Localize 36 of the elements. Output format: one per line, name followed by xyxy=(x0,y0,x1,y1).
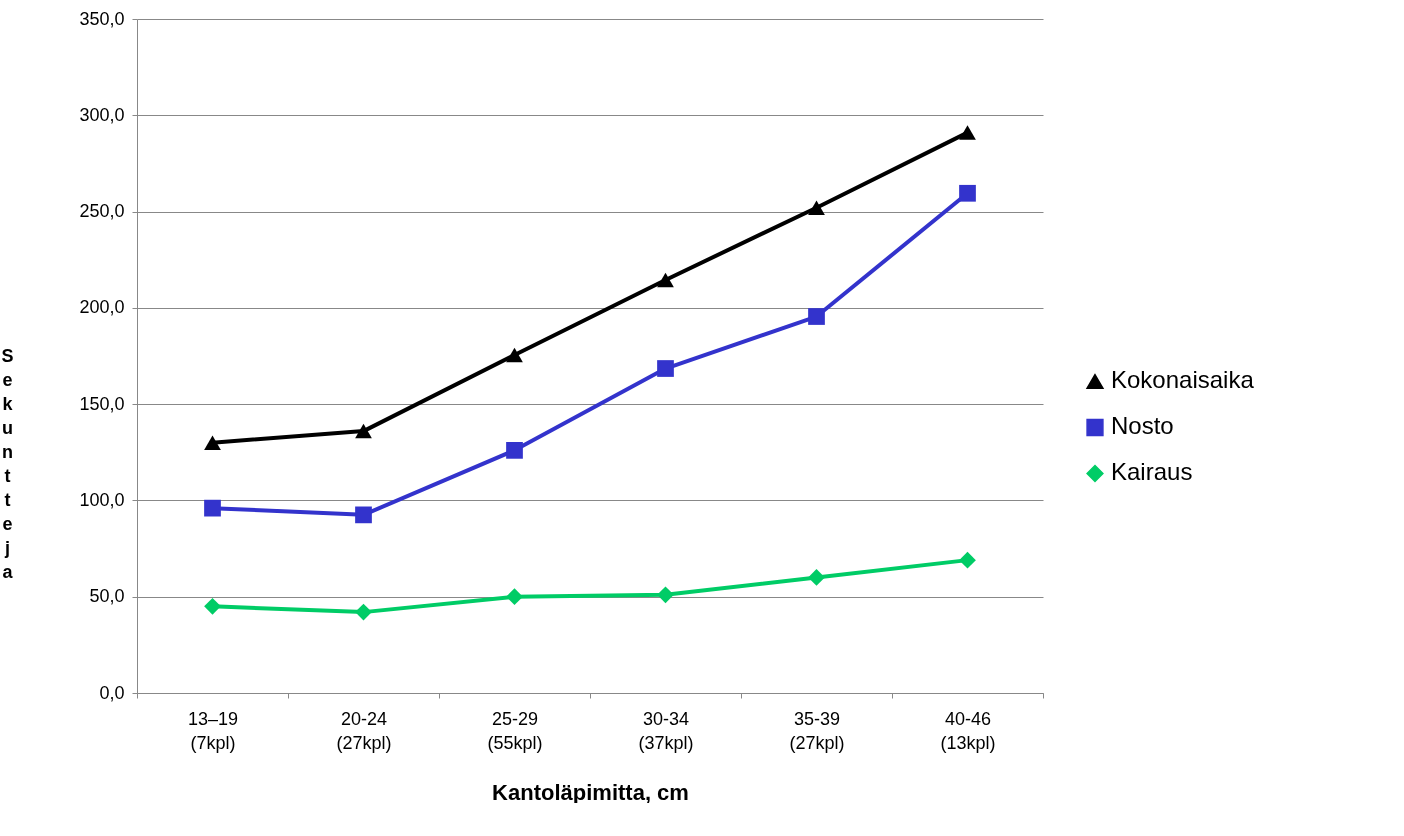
x-tick-label: 30-34 (37kpl) xyxy=(638,708,694,753)
y-tick-label: 350,0 xyxy=(79,8,125,29)
x-tick-label: 40-46 (13kpl) xyxy=(940,708,996,753)
point xyxy=(204,435,221,450)
point xyxy=(657,586,674,604)
point xyxy=(506,588,523,606)
point xyxy=(506,347,523,363)
point xyxy=(959,125,976,140)
y-tick-label: 0,0 xyxy=(99,682,125,703)
point xyxy=(204,597,221,615)
x-tick-label: 25-29 (55kpl) xyxy=(487,708,543,753)
legend-label: Nosto xyxy=(1111,412,1174,440)
point xyxy=(355,603,372,621)
point xyxy=(657,272,674,288)
y-tick-label: 250,0 xyxy=(79,201,125,222)
point xyxy=(959,184,976,202)
x-tick-label: 20-24 (27kpl) xyxy=(336,708,392,753)
y-tick-label: 100,0 xyxy=(79,489,125,510)
y-tick-label: 50,0 xyxy=(89,586,125,607)
point xyxy=(506,441,523,459)
legend-label: Kairaus xyxy=(1111,458,1193,486)
point xyxy=(657,360,674,377)
x-tick-label: 13–19 (7kpl) xyxy=(187,708,239,753)
y-tick-label: 200,0 xyxy=(79,297,125,318)
y-tick-label: 150,0 xyxy=(79,393,125,414)
point xyxy=(355,506,372,524)
legend-label: Kokonaisaika xyxy=(1111,366,1255,394)
point xyxy=(355,423,372,439)
point xyxy=(959,551,976,569)
point xyxy=(204,499,221,517)
y-tick-label: 300,0 xyxy=(79,104,125,125)
point xyxy=(808,200,825,215)
point xyxy=(808,569,825,586)
text: Sekuntteja xyxy=(1,345,14,582)
point xyxy=(808,308,825,325)
x-tick-label: 35-39 (27kpl) xyxy=(789,708,845,753)
